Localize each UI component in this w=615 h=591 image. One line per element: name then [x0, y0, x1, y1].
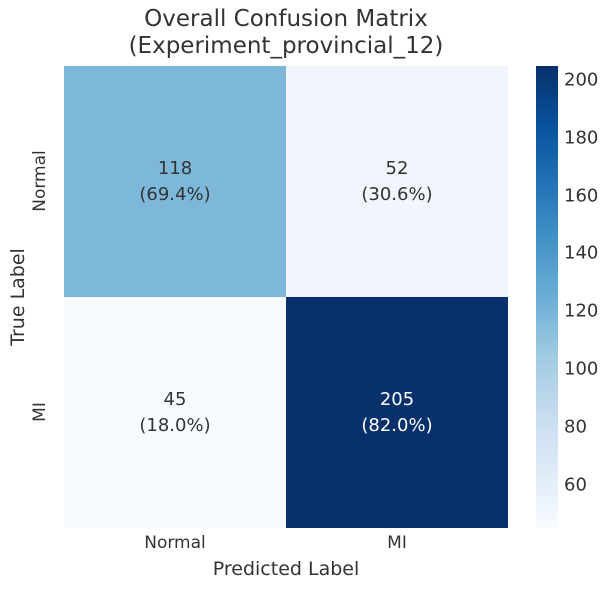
cell-percent: (18.0%): [139, 414, 211, 436]
y-tick-normal: Normal: [30, 150, 50, 212]
x-axis-label: Predicted Label: [212, 558, 360, 580]
colorbar-tick-100: 100: [564, 358, 599, 380]
cell-percent: (82.0%): [361, 414, 433, 436]
colorbar-tick-120: 120: [564, 300, 599, 322]
cell-count: 118: [157, 157, 193, 179]
heatmap-grid: 118 (69.4%) 52 (30.6%) 45 (18.0%) 205 (8…: [64, 66, 508, 528]
colorbar-tick-60: 60: [564, 474, 587, 496]
cell-true-mi-pred-normal: 45 (18.0%): [64, 297, 286, 528]
colorbar-tick-200: 200: [564, 69, 599, 91]
colorbar-tick-160: 160: [564, 185, 599, 207]
cell-percent: (69.4%): [139, 183, 211, 205]
x-tick-mi: MI: [387, 533, 407, 553]
y-axis-label: True Label: [7, 248, 29, 346]
colorbar-gradient: [536, 66, 558, 528]
cell-count: 45: [163, 388, 187, 410]
colorbar-tick-180: 180: [564, 127, 599, 149]
cell-true-normal-pred-mi: 52 (30.6%): [286, 66, 508, 297]
cell-true-normal-pred-normal: 118 (69.4%): [64, 66, 286, 297]
y-tick-mi: MI: [30, 402, 50, 422]
chart-title: Overall Confusion Matrix (Experiment_pro…: [64, 6, 508, 60]
cell-true-mi-pred-mi: 205 (82.0%): [286, 297, 508, 528]
colorbar-tick-80: 80: [564, 416, 587, 438]
cell-count: 52: [385, 157, 409, 179]
chart-title-line1: Overall Confusion Matrix: [144, 6, 428, 32]
colorbar-tick-140: 140: [564, 242, 599, 264]
cell-percent: (30.6%): [361, 183, 433, 205]
chart-title-line2: (Experiment_provincial_12): [128, 33, 444, 59]
cell-count: 205: [379, 388, 415, 410]
x-tick-normal: Normal: [144, 533, 206, 553]
